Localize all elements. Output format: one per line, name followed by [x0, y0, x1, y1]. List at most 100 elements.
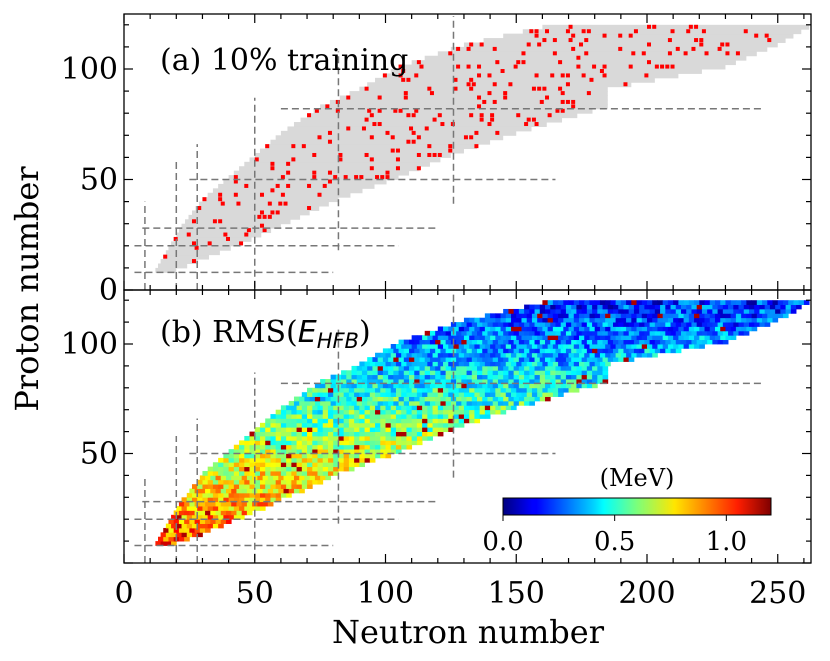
heatmap-cell	[469, 405, 475, 411]
heatmap-cell	[790, 308, 797, 314]
heatmap-cell	[652, 326, 658, 332]
heatmap-cell	[409, 396, 415, 402]
heatmap-cell	[401, 444, 407, 450]
heatmap-cell	[369, 361, 376, 367]
heatmap-cell	[286, 492, 292, 498]
heatmap-cell	[322, 444, 329, 450]
heatmap-cell	[333, 409, 339, 415]
heatmap-cell	[380, 427, 386, 432]
heatmap-cell	[662, 317, 669, 323]
heatmap-cell	[307, 466, 313, 472]
heatmap-cell	[644, 308, 651, 314]
heatmap-cell	[720, 313, 726, 319]
heatmap-cell	[581, 308, 588, 314]
training-point	[262, 214, 267, 219]
heatmap-cell	[589, 335, 596, 341]
heatmap-cell	[317, 431, 324, 437]
training-point	[503, 91, 508, 96]
heatmap-cell	[259, 422, 266, 428]
training-point	[492, 82, 497, 87]
heatmap-cell	[375, 444, 381, 450]
heatmap-cell	[448, 326, 454, 332]
heatmap-cell	[249, 484, 256, 489]
heatmap-cell	[456, 396, 462, 402]
heatmap-cell	[205, 501, 211, 507]
heatmap-cell	[631, 352, 637, 358]
heatmap-cell	[471, 400, 478, 406]
heatmap-cell	[592, 308, 598, 314]
heatmap-cell	[628, 304, 635, 310]
heatmap-cell	[571, 383, 577, 389]
training-point	[259, 210, 264, 215]
heatmap-cell	[369, 435, 376, 441]
heatmap-cell	[270, 435, 277, 441]
heatmap-cell	[231, 488, 237, 494]
heatmap-cell	[348, 427, 355, 432]
heatmap-cell	[427, 361, 433, 367]
heatmap-cell	[171, 523, 177, 529]
heatmap-cell	[403, 383, 410, 389]
heatmap-cell	[497, 396, 504, 402]
heatmap-cell	[291, 440, 297, 446]
heatmap-cell	[338, 387, 345, 393]
heatmap-cell	[466, 339, 473, 345]
heatmap-cell	[722, 304, 729, 310]
heatmap-cell	[286, 427, 292, 432]
heatmap-cell	[725, 326, 732, 332]
heatmap-cell	[409, 379, 415, 384]
heatmap-cell	[359, 418, 365, 424]
heatmap-cell	[458, 352, 465, 358]
heatmap-cell	[299, 396, 305, 402]
heatmap-cell	[704, 300, 711, 305]
heatmap-cell	[291, 418, 297, 424]
heatmap-cell	[223, 471, 229, 476]
heatmap-cell	[647, 326, 653, 332]
heatmap-cell	[406, 392, 413, 397]
heatmap-cell	[490, 344, 496, 349]
heatmap-cell	[393, 396, 399, 402]
heatmap-cell	[259, 435, 266, 441]
heatmap-cell	[649, 348, 656, 354]
heatmap-cell	[301, 392, 308, 397]
heatmap-cell	[531, 344, 538, 349]
x-tick-label: 100	[357, 576, 414, 611]
heatmap-cell	[325, 475, 331, 481]
heatmap-cell	[440, 383, 447, 389]
heatmap-cell	[500, 387, 507, 393]
heatmap-cell	[680, 304, 687, 310]
heatmap-cell	[636, 326, 643, 332]
heatmap-cell	[437, 392, 444, 397]
heatmap-cell	[497, 400, 504, 406]
heatmap-cell	[359, 453, 365, 459]
x-tick-label: 200	[618, 576, 675, 611]
heatmap-cell	[244, 440, 250, 446]
heatmap-cell	[416, 361, 423, 367]
heatmap-cell	[511, 352, 517, 358]
heatmap-cell	[286, 440, 292, 446]
training-point	[576, 64, 581, 69]
heatmap-cell	[411, 352, 418, 358]
heatmap-cell	[660, 308, 666, 314]
heatmap-cell	[351, 383, 358, 389]
training-point	[440, 122, 445, 127]
heatmap-cell	[220, 475, 227, 481]
heatmap-cell	[275, 414, 282, 419]
heatmap-cell	[317, 422, 324, 428]
heatmap-cell	[228, 484, 235, 489]
heatmap-cell	[275, 457, 282, 463]
region-row	[160, 259, 199, 264]
heatmap-cell	[356, 400, 363, 406]
heatmap-cell	[275, 444, 282, 450]
heatmap-cell	[380, 435, 386, 441]
heatmap-cell	[317, 453, 324, 459]
heatmap-cell	[406, 405, 413, 411]
heatmap-cell	[728, 330, 734, 336]
heatmap-cell	[369, 440, 376, 446]
panel-a-magic-lines	[134, 15, 765, 290]
training-point	[275, 183, 280, 188]
heatmap-cell	[492, 348, 499, 354]
heatmap-cell	[500, 313, 507, 319]
heatmap-cell	[249, 453, 256, 459]
heatmap-cell	[244, 497, 250, 503]
